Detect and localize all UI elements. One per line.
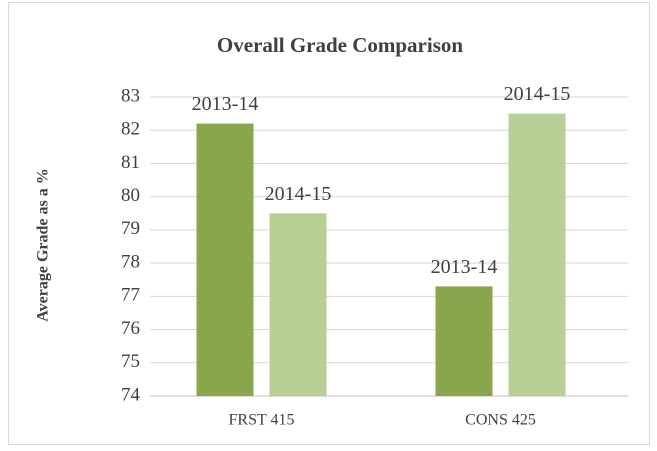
bar [269,213,327,396]
x-tick-label: CONS 425 [465,412,536,429]
y-tick-label: 81 [121,152,140,173]
y-tick-label: 78 [121,251,140,272]
data-label: 2014-15 [265,183,332,205]
data-label: 2014-15 [504,83,571,105]
bar [508,113,566,396]
y-tick-label: 79 [121,218,140,239]
x-tick-label: FRST 415 [229,412,295,429]
y-tick-label: 83 [121,85,140,106]
y-tick-label: 74 [121,384,141,405]
data-label: 2013-14 [431,256,498,278]
y-tick-label: 77 [121,285,140,306]
y-tick-label: 82 [121,119,140,140]
y-tick-label: 80 [121,185,140,206]
y-tick-label: 76 [121,318,140,339]
y-axis-label: Average Grade as a % [35,168,52,321]
chart-title: Overall Grade Comparison [217,33,463,57]
bar [435,286,493,396]
data-label: 2013-14 [192,93,259,115]
y-tick-label: 75 [121,351,140,372]
bar [196,123,254,397]
